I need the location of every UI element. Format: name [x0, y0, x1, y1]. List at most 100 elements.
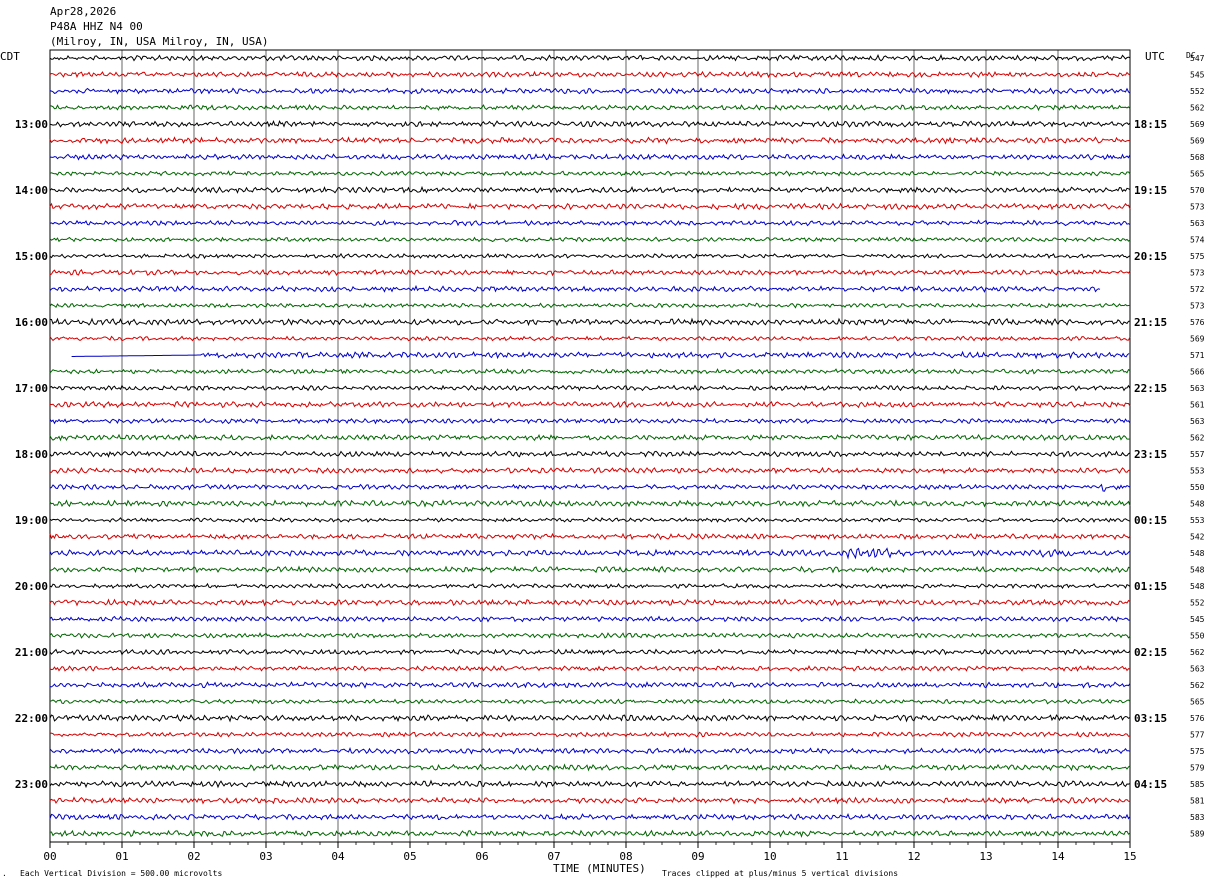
- right-hour-label: 01:15: [1134, 580, 1167, 593]
- dc-value-13: 575: [1190, 252, 1205, 261]
- x-axis-title: TIME (MINUTES): [553, 862, 646, 875]
- trace-9: [49, 185, 1131, 194]
- dc-value-30: 542: [1190, 533, 1205, 542]
- trace-17: [49, 317, 1131, 327]
- left-hour-label: 16:00: [15, 316, 48, 329]
- trace-27: [49, 483, 1131, 492]
- x-tick-label-12: 12: [907, 850, 920, 863]
- x-tick-label-11: 11: [835, 850, 848, 863]
- trace-14: [49, 268, 1131, 277]
- dc-value-32: 548: [1190, 566, 1205, 575]
- left-hour-label: 18:00: [15, 448, 48, 461]
- left-hour-label: 14:00: [15, 184, 48, 197]
- dc-value-9: 570: [1190, 186, 1205, 195]
- trace-20: [49, 368, 1131, 375]
- dc-value-43: 575: [1190, 747, 1205, 756]
- left-timezone-label: CDT: [0, 50, 20, 63]
- dc-value-41: 576: [1190, 714, 1205, 723]
- dc-value-20: 566: [1190, 368, 1205, 377]
- dc-value-31: 548: [1190, 549, 1205, 558]
- trace-7: [49, 153, 1131, 161]
- dc-value-26: 553: [1190, 467, 1205, 476]
- trace-41: [49, 713, 1131, 723]
- dc-value-42: 577: [1190, 731, 1205, 740]
- x-tick-label-07: 07: [547, 850, 560, 863]
- dc-value-39: 562: [1190, 681, 1205, 690]
- trace-10: [49, 202, 1131, 211]
- right-hour-label: 18:15: [1134, 118, 1167, 131]
- x-tick-label-10: 10: [763, 850, 776, 863]
- trace-42: [49, 731, 1131, 738]
- left-hour-label: 19:00: [15, 514, 48, 527]
- right-hour-label: 19:15: [1134, 184, 1167, 197]
- trace-4: [49, 103, 1131, 112]
- dc-value-27: 550: [1190, 483, 1205, 492]
- right-hour-label: 00:15: [1134, 514, 1167, 527]
- plot-frame: [49, 49, 1131, 843]
- dc-value-22: 561: [1190, 401, 1205, 410]
- trace-37: [49, 648, 1131, 656]
- dc-value-19: 571: [1190, 351, 1205, 360]
- dc-value-28: 548: [1190, 500, 1205, 509]
- trace-22: [49, 400, 1131, 409]
- trace-16: [49, 302, 1131, 309]
- trace-26: [49, 466, 1131, 475]
- dc-value-37: 562: [1190, 648, 1205, 657]
- dc-value-11: 563: [1190, 219, 1205, 228]
- trace-11: [49, 219, 1131, 227]
- x-tick-label-06: 06: [475, 850, 488, 863]
- trace-6: [49, 136, 1131, 145]
- trace-46: [49, 796, 1131, 805]
- trace-36: [49, 632, 1131, 639]
- trace-33: [49, 582, 1131, 590]
- dc-value-21: 563: [1190, 384, 1205, 393]
- x-tick-label-08: 08: [619, 850, 632, 863]
- trace-2: [49, 70, 1131, 79]
- dc-value-36: 550: [1190, 632, 1205, 641]
- trace-21: [49, 384, 1131, 392]
- left-hour-label: 13:00: [15, 118, 48, 131]
- trace-34: [49, 598, 1131, 607]
- trace-12: [49, 236, 1131, 243]
- left-hour-label: 22:00: [15, 712, 48, 725]
- trace-45: [49, 779, 1131, 789]
- dc-value-15: 572: [1190, 285, 1205, 294]
- trace-38: [49, 665, 1131, 672]
- dc-value-38: 563: [1190, 665, 1205, 674]
- x-tick-label-05: 05: [403, 850, 416, 863]
- dc-header: DC: [1186, 51, 1196, 60]
- scale-note: Each Vertical Division = 500.00 microvol…: [20, 869, 223, 878]
- dc-value-14: 573: [1190, 269, 1205, 278]
- dc-value-35: 545: [1190, 615, 1205, 624]
- right-hour-label: 20:15: [1134, 250, 1167, 263]
- trace-23: [49, 417, 1131, 425]
- dc-value-5: 569: [1190, 120, 1205, 129]
- dc-value-44: 579: [1190, 764, 1205, 773]
- dc-value-6: 569: [1190, 137, 1205, 146]
- trace-8: [49, 170, 1131, 177]
- trace-13: [49, 252, 1131, 260]
- x-tick-label-03: 03: [259, 850, 272, 863]
- trace-32: [49, 565, 1131, 574]
- dc-value-34: 552: [1190, 599, 1205, 608]
- dc-value-17: 576: [1190, 318, 1205, 327]
- x-tick-label-09: 09: [691, 850, 704, 863]
- x-tick-label-00: 00: [43, 850, 56, 863]
- location-title: (Milroy, IN, USA Milroy, IN, USA): [50, 35, 269, 48]
- dc-value-48: 589: [1190, 830, 1205, 839]
- trace-44: [49, 763, 1131, 772]
- dc-value-25: 557: [1190, 450, 1205, 459]
- x-tick-label-13: 13: [979, 850, 992, 863]
- x-tick-label-02: 02: [187, 850, 200, 863]
- trace-30: [49, 532, 1131, 541]
- left-hour-label: 21:00: [15, 646, 48, 659]
- x-tick-label-14: 14: [1051, 850, 1065, 863]
- dc-value-18: 569: [1190, 335, 1205, 344]
- dc-value-2: 545: [1190, 71, 1205, 80]
- dc-value-16: 573: [1190, 302, 1205, 311]
- dc-value-40: 565: [1190, 698, 1205, 707]
- x-tick-label-15: 15: [1123, 850, 1136, 863]
- trace-31: [49, 547, 1131, 560]
- trace-48: [49, 829, 1131, 838]
- station-title: P48A HHZ N4 00: [50, 20, 143, 33]
